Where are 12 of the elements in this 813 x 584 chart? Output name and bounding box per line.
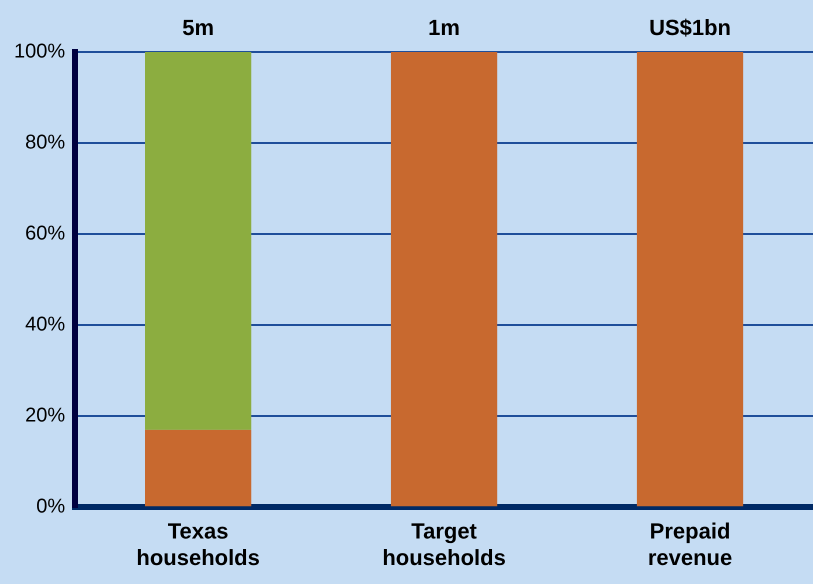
- y-tick-label: 40%: [25, 314, 66, 336]
- y-tick-label: 100%: [14, 40, 66, 63]
- y-tick-label: 80%: [25, 132, 66, 154]
- annotation: 1m: [428, 15, 460, 40]
- x-tick-label: Prepaid revenue: [648, 518, 732, 570]
- y-tick-label: 0%: [36, 496, 66, 518]
- annotation: 5m: [182, 15, 214, 40]
- x-tick-label: Target households: [382, 518, 506, 570]
- x-tick-label: Texas households: [136, 518, 260, 570]
- annotation: US$1bn: [649, 15, 731, 40]
- y-tick-label: 60%: [25, 222, 66, 245]
- y-tick-label: 20%: [25, 404, 66, 427]
